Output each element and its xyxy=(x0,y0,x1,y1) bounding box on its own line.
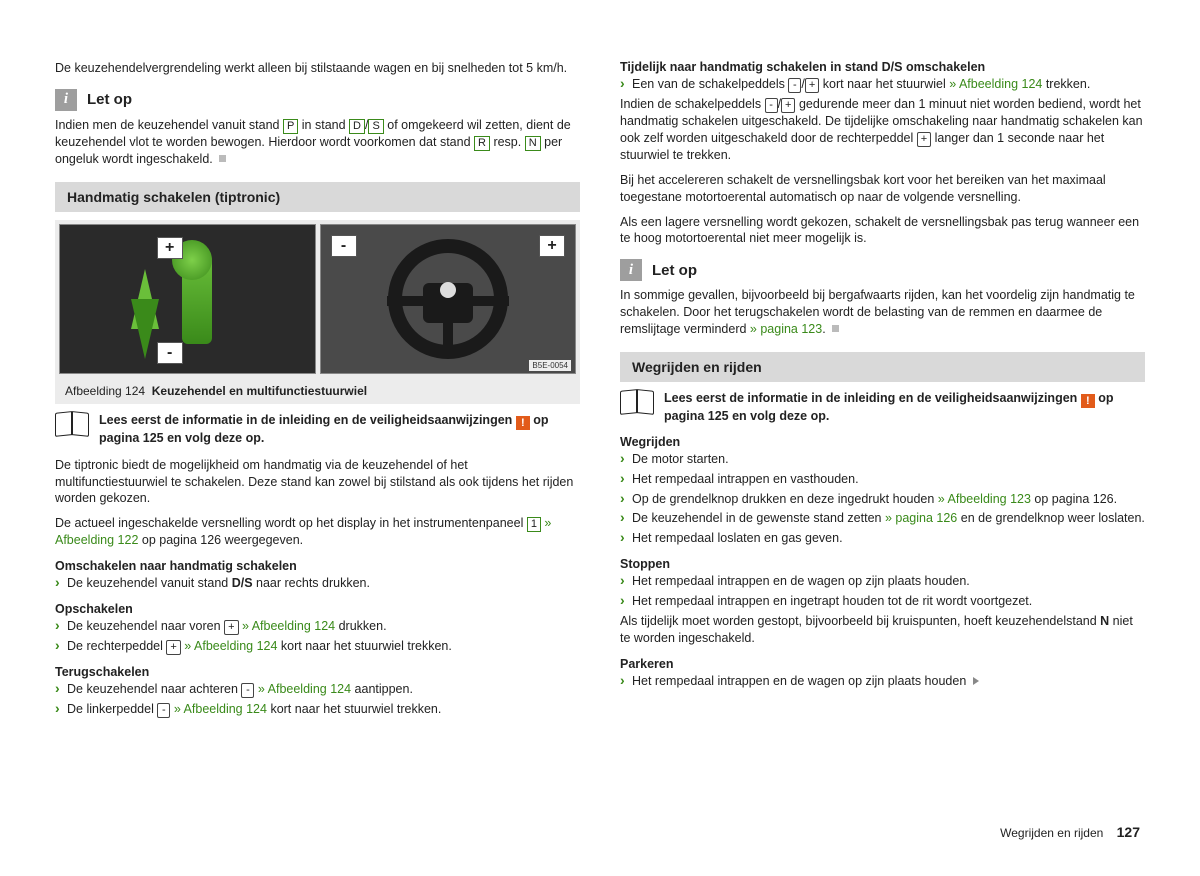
minus-box: - xyxy=(788,78,801,93)
plus-box: + xyxy=(781,98,795,113)
end-marker xyxy=(832,325,839,332)
list-item: Het rempedaal intrappen en de wagen op z… xyxy=(620,573,1145,590)
body-text: Als tijdelijk moet worden gestopt, bijvo… xyxy=(620,613,1145,647)
plus-box: + xyxy=(805,78,819,93)
gear-n: N xyxy=(525,136,541,151)
ref-box-1: 1 xyxy=(527,517,541,532)
figure-code: B5E-0054 xyxy=(529,360,571,371)
note-header: i Let op xyxy=(55,89,580,111)
continue-icon xyxy=(973,677,979,685)
bullet-list: De keuzehendel vanuit stand D/S naar rec… xyxy=(55,575,580,592)
minus-box: - xyxy=(157,703,170,718)
minus-badge: - xyxy=(157,342,183,364)
plus-box: + xyxy=(917,132,931,147)
list-item: De keuzehendel naar voren + » Afbeelding… xyxy=(55,618,580,635)
subheading: Wegrijden xyxy=(620,435,1145,449)
link-afb124: » Afbeelding 124 xyxy=(170,702,267,716)
subheading: Parkeren xyxy=(620,657,1145,671)
link-p126: » pagina 126 xyxy=(885,511,957,525)
arrow-down-icon xyxy=(131,299,159,359)
section-heading: Handmatig schakelen (tiptronic) xyxy=(55,182,580,212)
link-afb124: » Afbeelding 124 xyxy=(239,619,336,633)
link-afb124: » Afbeelding 124 xyxy=(949,77,1042,91)
list-item: De motor starten. xyxy=(620,451,1145,468)
bullet-list: Het rempedaal intrappen en de wagen op z… xyxy=(620,573,1145,610)
book-icon xyxy=(55,412,89,438)
gear-p: P xyxy=(283,119,298,134)
bullet-list: De motor starten. Het rempedaal intrappe… xyxy=(620,451,1145,547)
link-afb123: » Afbeelding 123 xyxy=(938,492,1031,506)
warn-icon: ! xyxy=(516,416,530,430)
section-heading: Wegrijden en rijden xyxy=(620,352,1145,382)
plus-box: + xyxy=(224,620,238,635)
bullet-list: De keuzehendel naar voren + » Afbeelding… xyxy=(55,618,580,655)
list-item: De keuzehendel vanuit stand D/S naar rec… xyxy=(55,575,580,592)
intro-text: De keuzehendelvergrendeling werkt alleen… xyxy=(55,60,580,77)
note-paragraph: Indien men de keuzehendel vanuit stand P… xyxy=(55,117,580,168)
paddle-minus-badge: - xyxy=(331,235,357,257)
read-first-text: Lees eerst de informatie in de inleiding… xyxy=(99,412,580,447)
read-first-text: Lees eerst de informatie in de inleiding… xyxy=(664,390,1145,425)
note-header: i Let op xyxy=(620,259,1145,281)
body-text: Indien de schakelpeddels -/+ gedurende m… xyxy=(620,96,1145,164)
subheading: Opschakelen xyxy=(55,602,580,616)
gear-s: S xyxy=(368,119,383,134)
plus-badge: + xyxy=(157,237,183,259)
note-title: Let op xyxy=(87,91,132,108)
minus-box: - xyxy=(241,683,254,698)
subheading: Stoppen xyxy=(620,557,1145,571)
left-column: De keuzehendelvergrendeling werkt alleen… xyxy=(55,60,580,721)
figure-wheel: - + B5E-0054 xyxy=(320,224,577,374)
read-first-box: Lees eerst de informatie in de inleiding… xyxy=(55,412,580,447)
list-item: Het rempedaal intrappen en de wagen op z… xyxy=(620,673,1145,690)
list-item: Het rempedaal loslaten en gas geven. xyxy=(620,530,1145,547)
figure-box: + - - + B5E-0054 Afbeelding 124 Keuzehen… xyxy=(55,220,580,404)
read-first-box: Lees eerst de informatie in de inleiding… xyxy=(620,390,1145,425)
page-footer: Wegrijden en rijden 127 xyxy=(1000,824,1140,840)
plus-box: + xyxy=(166,640,180,655)
list-item: Op de grendelknop drukken en deze ingedr… xyxy=(620,491,1145,508)
list-item: Het rempedaal intrappen en vasthouden. xyxy=(620,471,1145,488)
note-title: Let op xyxy=(652,262,697,279)
bullet-list: Een van de schakelpeddels -/+ kort naar … xyxy=(620,76,1145,93)
minus-box: - xyxy=(765,98,778,113)
subheading: Tijdelijk naar handmatig schakelen in st… xyxy=(620,60,1145,74)
link-afb124: » Afbeelding 124 xyxy=(181,639,278,653)
body-text: Bij het accelereren schakelt de versnell… xyxy=(620,172,1145,206)
note-paragraph: In sommige gevallen, bijvoorbeeld bij be… xyxy=(620,287,1145,338)
wheel-logo-icon xyxy=(440,282,456,298)
right-column: Tijdelijk naar handmatig schakelen in st… xyxy=(620,60,1145,721)
gear-r: R xyxy=(474,136,490,151)
gear-d: D xyxy=(349,119,365,134)
book-icon xyxy=(620,390,654,416)
page-number: 127 xyxy=(1117,824,1140,840)
info-icon: i xyxy=(620,259,642,281)
list-item: De linkerpeddel - » Afbeelding 124 kort … xyxy=(55,701,580,718)
footer-section: Wegrijden en rijden xyxy=(1000,826,1103,840)
link-afb124: » Afbeelding 124 xyxy=(254,682,351,696)
paddle-plus-badge: + xyxy=(539,235,565,257)
bullet-list: Het rempedaal intrappen en de wagen op z… xyxy=(620,673,1145,690)
bullet-list: De keuzehendel naar achteren - » Afbeeld… xyxy=(55,681,580,718)
subheading: Terugschakelen xyxy=(55,665,580,679)
warn-icon: ! xyxy=(1081,394,1095,408)
list-item: De keuzehendel in de gewenste stand zett… xyxy=(620,510,1145,527)
body-text: Als een lagere versnelling wordt gekozen… xyxy=(620,214,1145,248)
list-item: Een van de schakelpeddels -/+ kort naar … xyxy=(620,76,1145,93)
end-marker xyxy=(219,155,226,162)
figure-shifter: + - xyxy=(59,224,316,374)
link-p123: » pagina 123 xyxy=(750,322,822,336)
list-item: Het rempedaal intrappen en ingetrapt hou… xyxy=(620,593,1145,610)
body-text: De tiptronic biedt de mogelijkheid om ha… xyxy=(55,457,580,508)
body-text: De actueel ingeschakelde versnelling wor… xyxy=(55,515,580,549)
figure-caption: Afbeelding 124 Keuzehendel en multifunct… xyxy=(55,378,580,404)
list-item: De rechterpeddel + » Afbeelding 124 kort… xyxy=(55,638,580,655)
info-icon: i xyxy=(55,89,77,111)
page-content: De keuzehendelvergrendeling werkt alleen… xyxy=(55,60,1145,721)
list-item: De keuzehendel naar achteren - » Afbeeld… xyxy=(55,681,580,698)
subheading: Omschakelen naar handmatig schakelen xyxy=(55,559,580,573)
